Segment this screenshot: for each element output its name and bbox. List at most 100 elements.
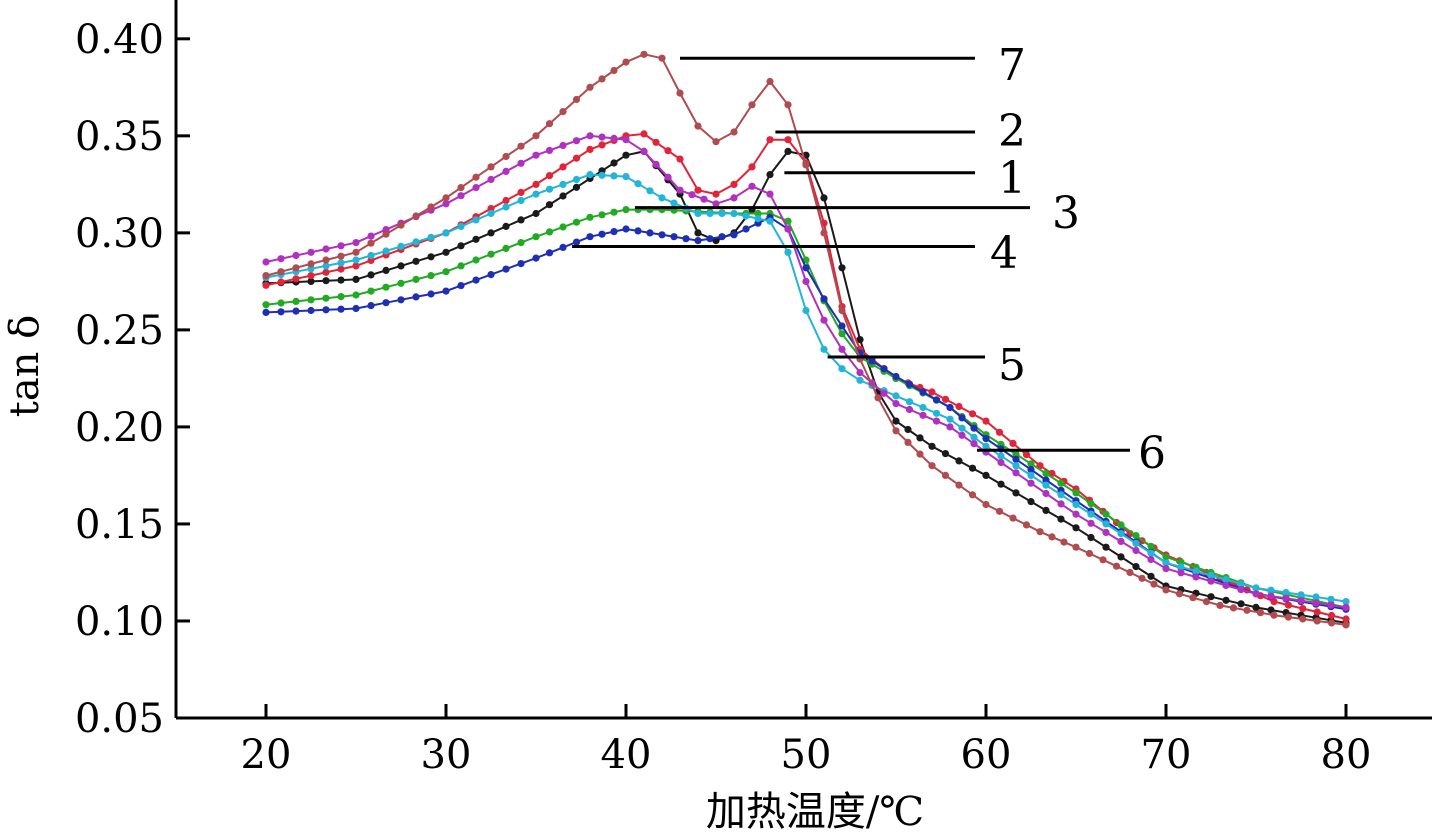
data-point xyxy=(545,228,554,236)
data-point xyxy=(784,147,792,155)
data-point xyxy=(1252,590,1260,598)
data-point xyxy=(472,184,480,192)
data-point xyxy=(1102,520,1110,528)
data-point xyxy=(442,268,450,276)
data-point xyxy=(307,296,315,304)
data-point xyxy=(382,247,390,255)
data-point xyxy=(682,235,690,243)
data-point xyxy=(1027,460,1035,468)
data-point xyxy=(598,230,606,238)
data-point xyxy=(545,201,554,209)
data-point xyxy=(670,199,678,207)
data-point xyxy=(1177,563,1185,571)
data-point xyxy=(1299,605,1307,613)
data-point xyxy=(646,229,654,237)
data-point xyxy=(995,507,1004,515)
data-point xyxy=(1162,559,1170,567)
data-point xyxy=(892,372,900,381)
data-point xyxy=(382,266,390,274)
data-point xyxy=(955,402,963,411)
data-point xyxy=(919,403,927,412)
data-point xyxy=(694,186,702,194)
data-point xyxy=(1042,476,1050,484)
data-point xyxy=(1057,500,1065,508)
data-point xyxy=(457,262,465,270)
data-point xyxy=(694,209,702,218)
data-point xyxy=(982,435,990,443)
data-point xyxy=(868,357,876,365)
data-point xyxy=(352,239,360,247)
data-point xyxy=(1243,606,1251,614)
data-point xyxy=(427,290,435,298)
y-tick-label: 0.35 xyxy=(75,114,164,160)
data-point xyxy=(262,272,270,280)
data-point xyxy=(718,233,726,241)
x-tick-label: 20 xyxy=(241,732,292,778)
data-point xyxy=(955,481,963,489)
data-point xyxy=(970,424,978,432)
data-point xyxy=(1057,479,1065,487)
data-point xyxy=(502,265,510,273)
data-point xyxy=(352,262,360,270)
data-point xyxy=(995,428,1004,436)
data-point xyxy=(586,83,594,91)
data-point xyxy=(610,66,618,75)
data-point xyxy=(598,141,606,149)
data-point xyxy=(397,262,405,270)
data-point xyxy=(730,128,738,136)
data-point xyxy=(970,440,978,448)
data-point xyxy=(748,163,756,171)
data-point xyxy=(622,173,630,181)
series-label-1: 1 xyxy=(998,153,1026,204)
data-point xyxy=(545,249,554,257)
data-point xyxy=(532,209,540,218)
data-point xyxy=(784,136,792,144)
data-point xyxy=(367,239,375,247)
data-point xyxy=(1012,469,1020,477)
x-tick-label: 70 xyxy=(1141,732,1192,778)
data-point xyxy=(559,243,567,251)
data-point xyxy=(427,233,435,241)
data-point xyxy=(658,231,666,239)
data-point xyxy=(277,308,285,316)
data-point xyxy=(658,194,666,202)
data-point xyxy=(307,306,315,315)
data-point xyxy=(694,229,702,237)
data-point xyxy=(694,122,702,130)
data-point xyxy=(712,200,720,208)
data-point xyxy=(1022,521,1031,529)
data-point xyxy=(545,172,554,180)
data-point xyxy=(1036,528,1044,536)
data-point xyxy=(412,238,420,246)
data-point xyxy=(472,256,480,264)
data-point xyxy=(442,248,450,256)
data-point xyxy=(442,287,450,295)
data-point xyxy=(880,389,888,397)
data-point xyxy=(742,212,750,220)
data-point xyxy=(1177,569,1185,577)
data-point xyxy=(838,264,846,272)
data-point xyxy=(766,136,774,144)
x-axis-title: 加热温度/℃ xyxy=(706,789,924,835)
data-point xyxy=(457,192,465,200)
data-point xyxy=(1099,556,1107,564)
data-point xyxy=(766,77,774,86)
data-point xyxy=(1237,586,1245,594)
data-point xyxy=(928,388,936,396)
data-point xyxy=(838,345,846,353)
data-point xyxy=(970,433,978,441)
data-point xyxy=(1057,491,1065,499)
data-point xyxy=(337,293,345,301)
data-point xyxy=(1328,611,1336,620)
data-point xyxy=(1162,586,1170,594)
data-point xyxy=(820,345,828,353)
data-point xyxy=(502,167,510,175)
data-point xyxy=(820,194,828,202)
data-point xyxy=(1027,498,1035,506)
data-point xyxy=(487,209,495,218)
data-point xyxy=(946,415,954,423)
data-point xyxy=(292,275,300,283)
data-point xyxy=(1313,608,1321,616)
data-point xyxy=(997,458,1005,467)
